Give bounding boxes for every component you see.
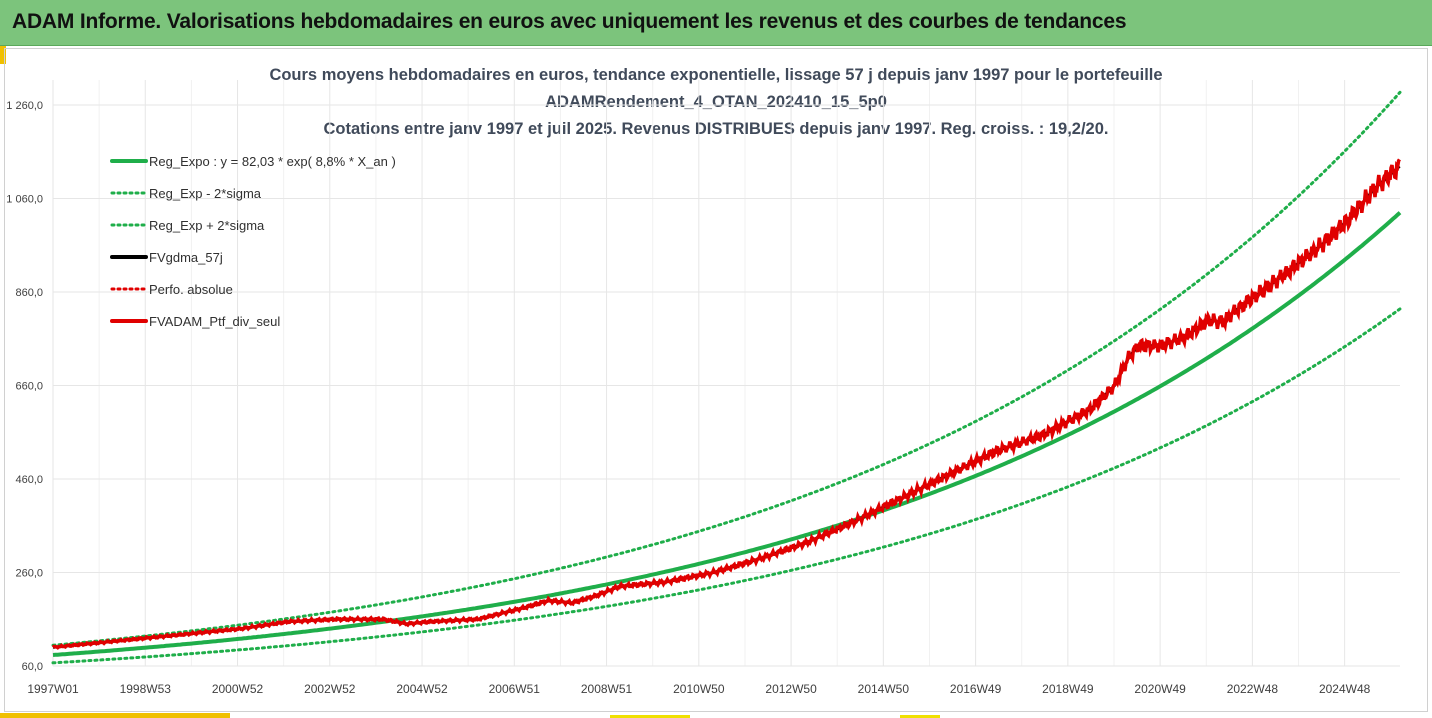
series-upper-band	[51, 90, 1402, 647]
legend-label: Perfo. absolue	[149, 282, 233, 297]
y-tick-label: 1 060,0	[6, 194, 43, 206]
accent-bar	[610, 715, 690, 718]
legend-label: FVADAM_Ptf_div_seul	[149, 314, 280, 329]
series-regression	[52, 211, 1402, 657]
x-tick-label: 2008W51	[581, 682, 633, 696]
y-tick-label: 660,0	[15, 381, 43, 393]
x-tick-label: 2006W51	[489, 682, 541, 696]
x-tick-label: 2024W48	[1319, 682, 1371, 696]
x-tick-label: 2004W52	[396, 682, 448, 696]
x-tick-label: 1997W01	[27, 682, 79, 696]
series-lower-band	[51, 307, 1402, 665]
y-tick-label: 860,0	[15, 287, 43, 299]
x-tick-label: 1998W53	[120, 682, 172, 696]
y-tick-label: 260,0	[15, 568, 43, 580]
chart-title-line-3: Cotations entre janv 1997 et juil 2025. …	[323, 120, 1109, 138]
chart-title-line-1: Cours moyens hebdomadaires en euros, ten…	[269, 66, 1163, 84]
y-tick-label: 460,0	[15, 474, 43, 486]
x-tick-label: 2022W48	[1227, 682, 1279, 696]
legend-label: Reg_Expo : y = 82,03 * exp( 8,8% * X_an …	[149, 154, 396, 169]
x-tick-label: 2010W50	[673, 682, 725, 696]
chart-title-line-2: ADAMRendement_4_OTAN_202410_15_5p0	[545, 93, 887, 111]
chart-frame	[4, 48, 1428, 712]
series-fvgdma	[52, 165, 1401, 649]
legend-label: Reg_Exp + 2*sigma	[149, 218, 265, 233]
accent-bar	[0, 46, 6, 64]
x-tick-label: 2018W49	[1042, 682, 1094, 696]
x-tick-label: 2000W52	[212, 682, 264, 696]
x-tick-label: 2014W50	[858, 682, 910, 696]
series-portfolio	[51, 158, 1401, 650]
y-tick-label: 1 260,0	[6, 100, 43, 112]
accent-bar	[0, 713, 230, 718]
x-tick-label: 2020W49	[1134, 682, 1186, 696]
y-tick-label: 60,0	[22, 661, 43, 673]
report-title: ADAM Informe. Valorisations hebdomadaire…	[12, 10, 1127, 33]
accent-bar	[900, 715, 940, 718]
legend-label: FVgdma_57j	[149, 250, 223, 265]
legend-label: Reg_Exp - 2*sigma	[149, 186, 262, 201]
x-tick-label: 2012W50	[765, 682, 817, 696]
x-tick-label: 2002W52	[304, 682, 356, 696]
x-tick-label: 2016W49	[950, 682, 1002, 696]
report-banner: ADAM Informe. Valorisations hebdomadaire…	[0, 0, 1432, 46]
